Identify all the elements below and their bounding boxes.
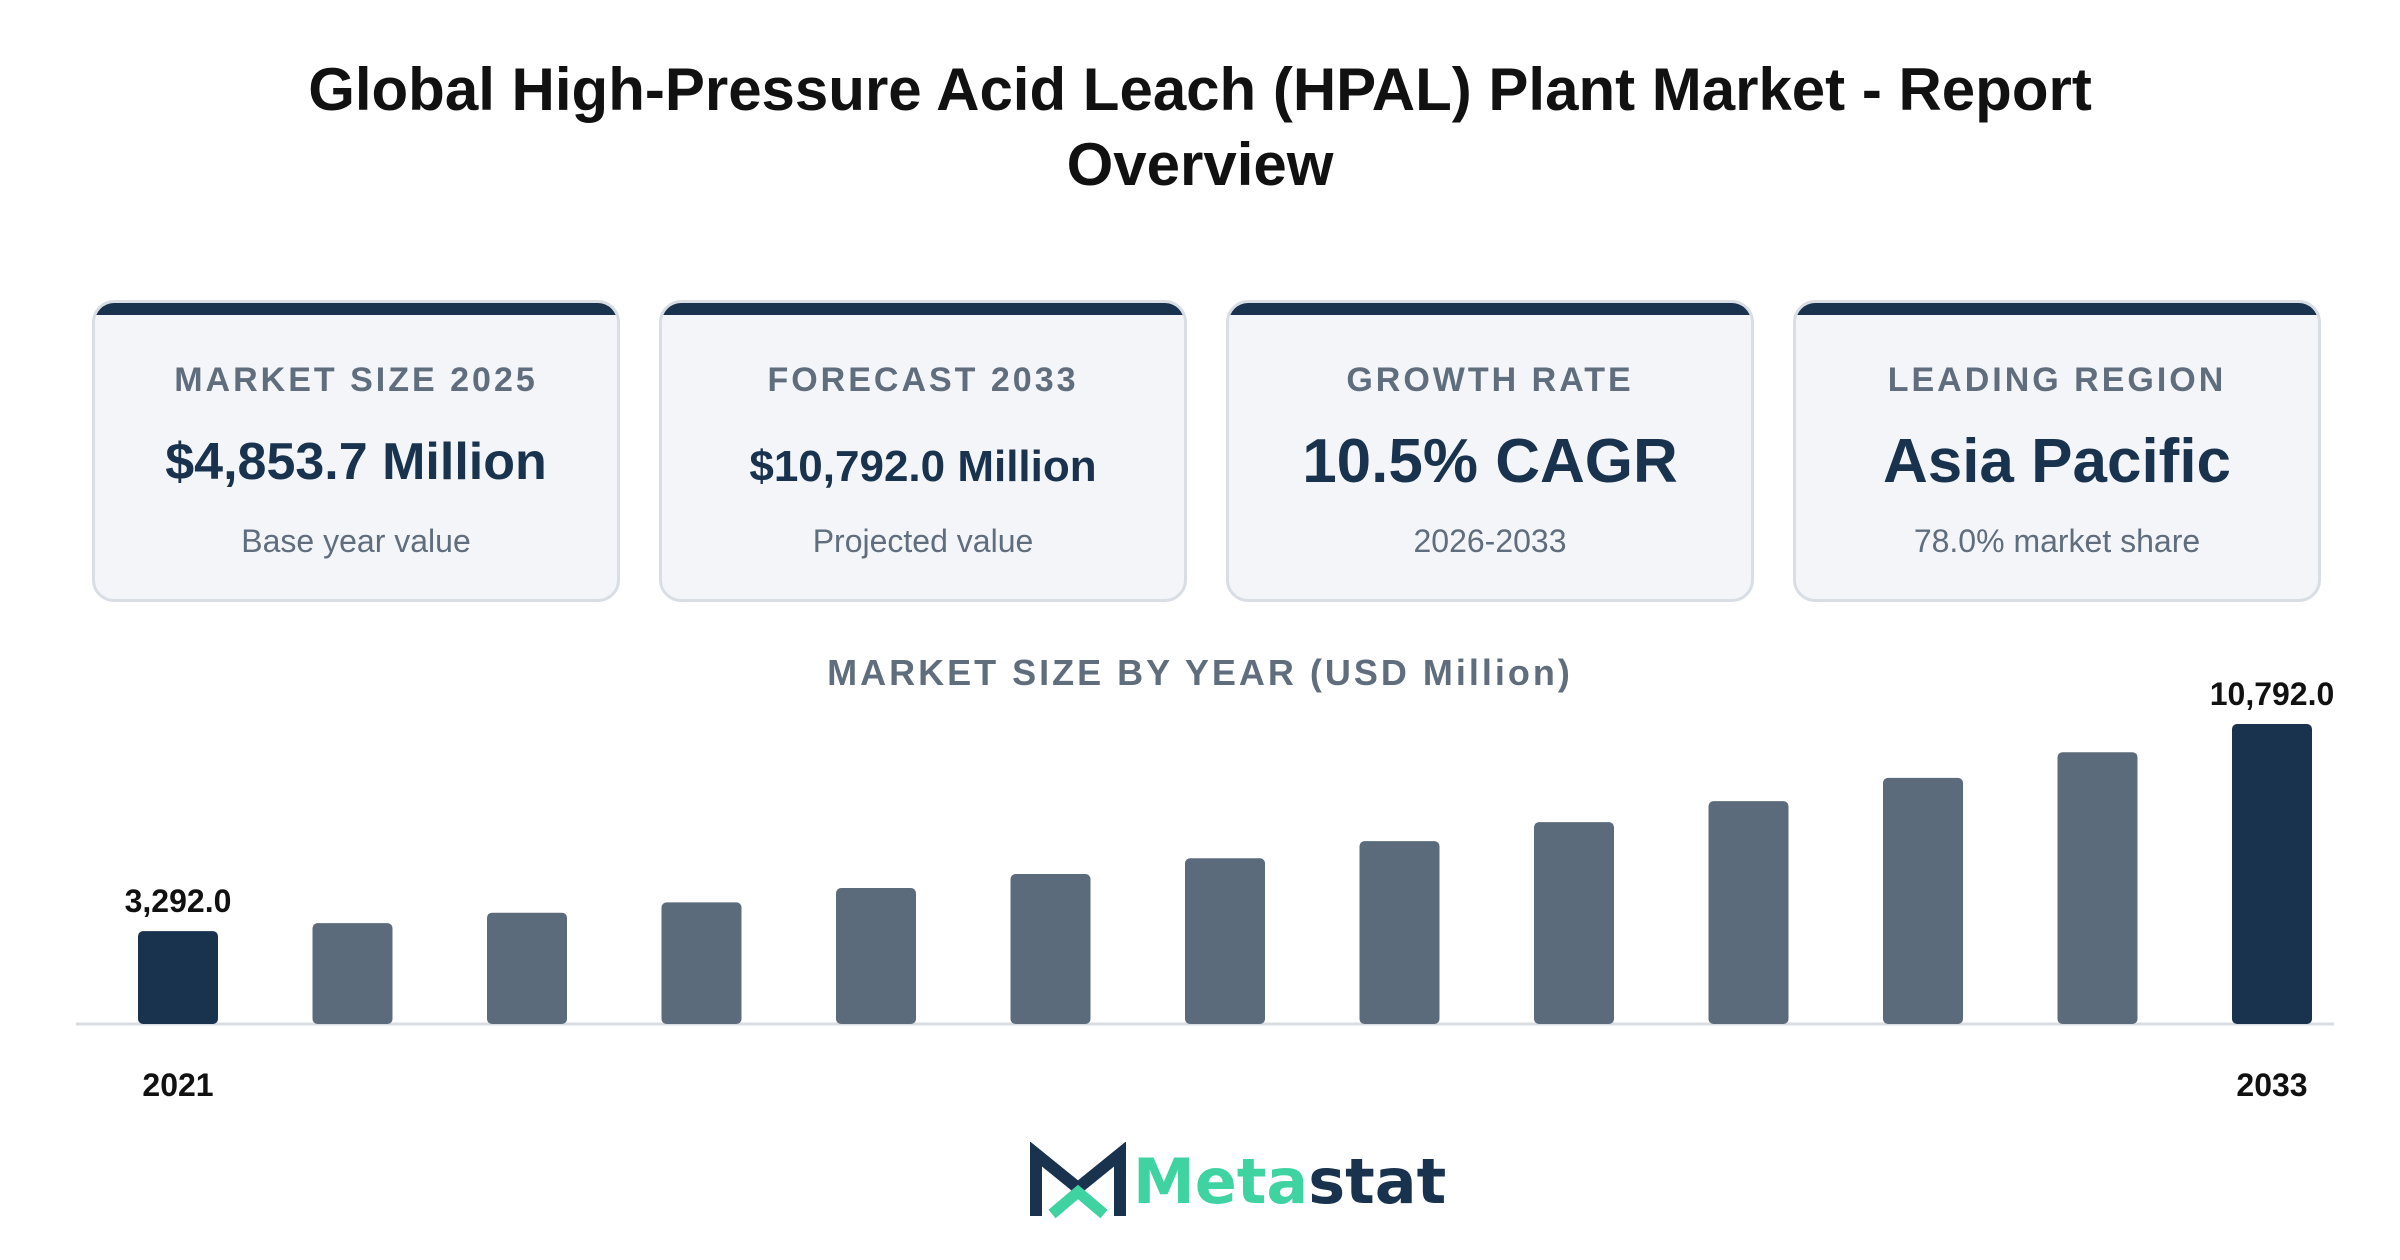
bar-2033 [2232, 724, 2312, 1024]
x-tick-label: 2033 [2236, 1067, 2307, 1103]
card-subtext: 2026-2033 [1413, 523, 1567, 559]
card-subtext: Projected value [812, 523, 1034, 559]
card-label: LEADING REGION [1887, 361, 2227, 399]
bar-2028 [1359, 841, 1440, 1024]
page-title: Global High-Pressure Acid Leach (HPAL) P… [308, 56, 2092, 198]
bar-2029 [1534, 822, 1614, 1024]
card-value: $10,792.0 Million [749, 442, 1097, 491]
bar-value-label: 3,292.0 [125, 883, 232, 919]
bar-2030 [1708, 801, 1789, 1024]
logo-text-meta: Meta [1133, 1145, 1309, 1218]
x-tick-label: 2021 [142, 1067, 213, 1103]
card-accent-bar [1796, 303, 2318, 315]
card-label: FORECAST 2033 [767, 361, 1079, 399]
card-accent-bar [662, 303, 1184, 315]
card-label: MARKET SIZE 2025 [174, 361, 538, 399]
card-value: $4,853.7 Million [165, 433, 547, 491]
card-label: GROWTH RATE [1346, 361, 1634, 399]
card-market-size: MARKET SIZE 2025 $4,853.7 Million Base y… [92, 300, 620, 602]
bar-2026 [1010, 874, 1091, 1024]
bar-2023 [487, 912, 567, 1024]
card-value: 10.5% CAGR [1302, 427, 1678, 496]
card-leading-region: LEADING REGION Asia Pacific 78.0% market… [1793, 300, 2321, 602]
card-growth-rate: GROWTH RATE 10.5% CAGR 2026-2033 [1226, 300, 1754, 602]
chart-title: MARKET SIZE BY YEAR (USD Million) [827, 652, 1573, 693]
bar-2022 [312, 923, 393, 1024]
card-subtext: Base year value [241, 523, 471, 559]
logo-text-stat: stat [1308, 1145, 1447, 1218]
bar-2031 [1883, 777, 1963, 1024]
card-accent-bar [1229, 303, 1751, 315]
card-value: Asia Pacific [1882, 427, 2232, 496]
bar-2024 [661, 902, 742, 1024]
card-forecast: FORECAST 2033 $10,792.0 Million Projecte… [659, 300, 1187, 602]
bar-2021 [138, 931, 218, 1024]
bar-value-label: 10,792.0 [2210, 676, 2335, 712]
bar-2027 [1185, 858, 1265, 1024]
bar-2025 [836, 888, 916, 1024]
metastat-m-logo-icon [1030, 1142, 1126, 1219]
card-subtext: 78.0% market share [1913, 523, 2201, 559]
card-accent-bar [95, 303, 617, 315]
bar-2032 [2057, 752, 2138, 1024]
